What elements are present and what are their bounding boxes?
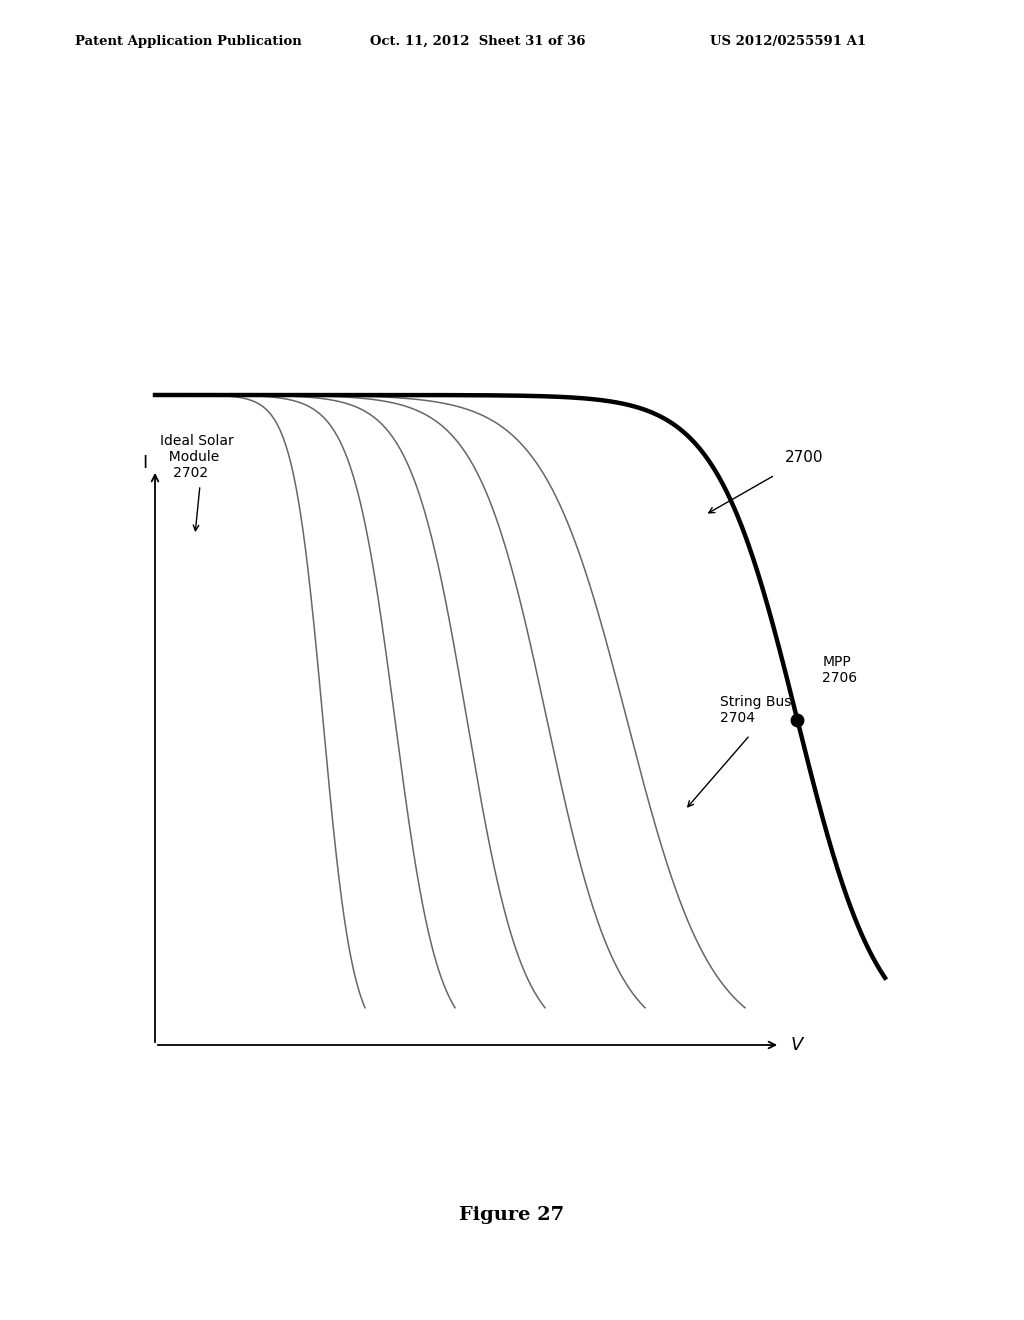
Text: US 2012/0255591 A1: US 2012/0255591 A1 — [710, 36, 866, 48]
Text: V: V — [791, 1036, 803, 1053]
Text: Figure 27: Figure 27 — [460, 1206, 564, 1224]
Text: MPP
2706: MPP 2706 — [822, 655, 857, 685]
Text: Oct. 11, 2012  Sheet 31 of 36: Oct. 11, 2012 Sheet 31 of 36 — [370, 36, 586, 48]
Text: String Bus
2704: String Bus 2704 — [720, 694, 792, 725]
Text: Ideal Solar
  Module
   2702: Ideal Solar Module 2702 — [160, 433, 233, 480]
Text: 2700: 2700 — [785, 450, 823, 465]
Text: Patent Application Publication: Patent Application Publication — [75, 36, 302, 48]
Text: I: I — [142, 454, 147, 473]
